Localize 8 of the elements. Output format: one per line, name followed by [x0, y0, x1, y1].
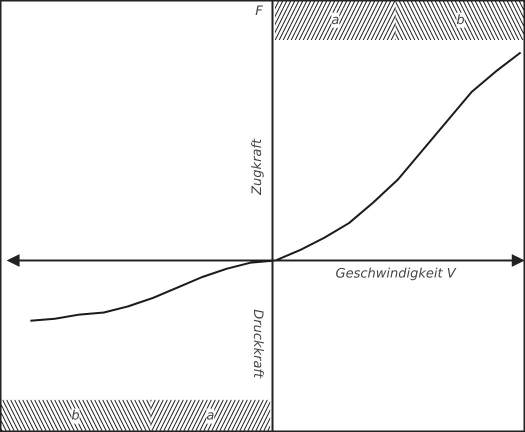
y-axis-title: F — [255, 4, 264, 20]
text: a — [331, 12, 340, 28]
annotation: Zugkraft — [250, 138, 266, 196]
annotation: Druckkraft — [250, 309, 266, 379]
x-axis-title: Geschwindigkeit V — [336, 266, 457, 282]
text: a — [206, 408, 214, 424]
text: b — [71, 408, 80, 424]
text: b — [456, 12, 465, 28]
